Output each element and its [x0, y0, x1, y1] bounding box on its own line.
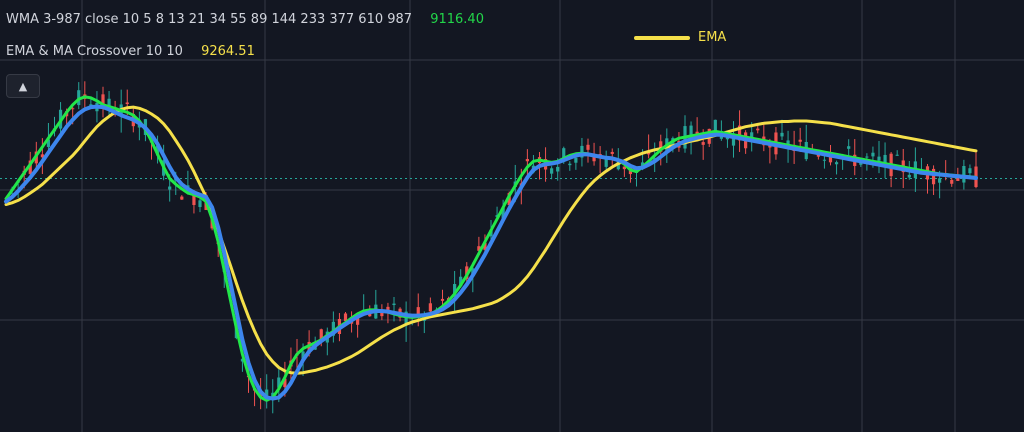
candle-body — [737, 125, 742, 141]
candle-body — [895, 154, 899, 156]
candle-body — [689, 125, 693, 142]
candle-body — [834, 162, 839, 165]
candle-body — [550, 168, 554, 174]
moving-average-lines — [4, 95, 978, 402]
candle-body — [301, 351, 305, 359]
candlesticks — [10, 81, 978, 414]
series-line-2 — [4, 104, 978, 401]
candle-body — [962, 166, 966, 183]
candle-body — [343, 313, 348, 321]
candle-body — [319, 329, 323, 340]
series-legend: EMA — [634, 30, 726, 45]
collapse-legend-button[interactable]: ▲ — [6, 74, 40, 98]
candle-body — [877, 156, 881, 161]
candle-body — [307, 341, 311, 354]
candle-body — [477, 246, 481, 251]
series-line-1 — [4, 95, 978, 402]
candle-body — [40, 154, 44, 158]
series-line-0 — [4, 105, 978, 375]
candle-body — [416, 307, 420, 315]
candle-body — [756, 128, 760, 131]
candle-body — [107, 98, 111, 108]
candle-body — [622, 166, 626, 170]
candle-body — [168, 186, 172, 190]
candle-body — [798, 139, 802, 142]
candle-body — [404, 311, 408, 326]
candle-body — [125, 102, 129, 105]
ema-ma-legend: EMA & MA Crossover 10 10 9264.51 — [6, 44, 255, 59]
candle-body — [198, 200, 202, 208]
candle-body — [592, 156, 596, 162]
candle-body — [459, 276, 463, 287]
candle-body — [428, 303, 432, 312]
candle-body — [968, 168, 972, 174]
candle-body — [574, 157, 578, 163]
candle-body — [71, 108, 75, 110]
candle-body — [483, 242, 487, 250]
candle-body — [865, 156, 869, 158]
candle-body — [101, 94, 105, 109]
candle-body — [780, 132, 784, 137]
candle-body — [507, 193, 511, 206]
ema-legend-label: EMA — [698, 30, 727, 45]
candle-body — [750, 132, 754, 139]
candle-body — [931, 168, 936, 185]
ema-legend-swatch — [634, 35, 690, 40]
chevron-up-icon: ▲ — [18, 79, 28, 93]
candle-body — [610, 151, 614, 154]
candle-body — [240, 358, 245, 362]
candle-body — [180, 196, 184, 200]
candle-body — [283, 378, 287, 388]
candle-body — [155, 145, 160, 156]
candle-body — [453, 284, 457, 297]
candle-body — [907, 174, 911, 178]
candle-body — [331, 321, 335, 336]
candle-body — [701, 142, 705, 145]
candle-body — [380, 310, 384, 317]
candle-body — [731, 133, 736, 146]
candle-body — [586, 144, 590, 150]
candle-body — [277, 377, 281, 388]
candle-body — [956, 178, 960, 181]
candle-body — [556, 166, 560, 172]
candle-body — [525, 159, 529, 162]
candle-body — [501, 207, 505, 219]
ema-ma-legend-label: EMA & MA Crossover 10 10 — [6, 44, 183, 59]
candle-body — [356, 317, 360, 325]
candle-body — [604, 157, 608, 167]
wma-legend-label: WMA 3-987 close 10 5 8 13 21 34 55 89 14… — [6, 12, 413, 27]
candle-body — [713, 119, 717, 137]
candle-body — [828, 156, 833, 163]
candle-body — [659, 141, 663, 152]
candle-body — [562, 148, 566, 158]
candle-body — [938, 178, 942, 183]
wma-legend-value: 9116.40 — [430, 12, 484, 27]
candle-body — [950, 179, 954, 184]
candle-body — [46, 139, 51, 147]
candle-body — [816, 154, 820, 157]
candle-body — [883, 154, 887, 166]
candle-body — [568, 163, 572, 166]
candle-body — [192, 194, 196, 206]
ema-ma-legend-value: 9264.51 — [201, 44, 255, 59]
candle-body — [847, 146, 851, 149]
candle-body — [392, 303, 396, 306]
candle-body — [871, 152, 875, 157]
candle-body — [822, 159, 827, 161]
candle-body — [440, 298, 445, 301]
candle-body — [28, 160, 32, 174]
wma-legend: WMA 3-987 close 10 5 8 13 21 34 55 89 14… — [6, 12, 484, 27]
